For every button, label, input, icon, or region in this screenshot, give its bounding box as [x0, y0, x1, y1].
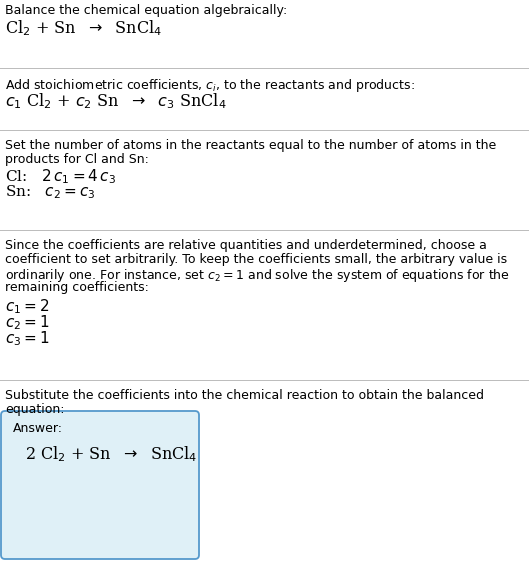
Text: $c_2 = 1$: $c_2 = 1$ [5, 313, 50, 332]
Text: $c_3 = 1$: $c_3 = 1$ [5, 329, 50, 348]
Text: $c_1$ Cl$_2$ + $c_2$ Sn  $\rightarrow$  $c_3$ SnCl$_4$: $c_1$ Cl$_2$ + $c_2$ Sn $\rightarrow$ $c… [5, 91, 226, 111]
Text: Sn:   $c_2 = c_3$: Sn: $c_2 = c_3$ [5, 183, 96, 201]
Text: Cl:   $2\,c_1 = 4\,c_3$: Cl: $2\,c_1 = 4\,c_3$ [5, 167, 116, 186]
Text: remaining coefficients:: remaining coefficients: [5, 281, 149, 294]
FancyBboxPatch shape [1, 411, 199, 559]
Text: Cl$_2$ + Sn  $\rightarrow$  SnCl$_4$: Cl$_2$ + Sn $\rightarrow$ SnCl$_4$ [5, 18, 162, 37]
Text: Answer:: Answer: [13, 422, 63, 435]
Text: 2 Cl$_2$ + Sn  $\rightarrow$  SnCl$_4$: 2 Cl$_2$ + Sn $\rightarrow$ SnCl$_4$ [25, 444, 197, 464]
Text: Substitute the coefficients into the chemical reaction to obtain the balanced: Substitute the coefficients into the che… [5, 389, 484, 402]
Text: coefficient to set arbitrarily. To keep the coefficients small, the arbitrary va: coefficient to set arbitrarily. To keep … [5, 253, 507, 266]
Text: equation:: equation: [5, 403, 65, 416]
Text: Add stoichiometric coefficients, $c_i$, to the reactants and products:: Add stoichiometric coefficients, $c_i$, … [5, 77, 415, 94]
Text: Since the coefficients are relative quantities and underdetermined, choose a: Since the coefficients are relative quan… [5, 239, 487, 252]
Text: $c_1 = 2$: $c_1 = 2$ [5, 297, 50, 316]
Text: products for Cl and Sn:: products for Cl and Sn: [5, 153, 149, 166]
Text: Set the number of atoms in the reactants equal to the number of atoms in the: Set the number of atoms in the reactants… [5, 139, 496, 152]
Text: Balance the chemical equation algebraically:: Balance the chemical equation algebraica… [5, 4, 287, 17]
Text: ordinarily one. For instance, set $c_2 = 1$ and solve the system of equations fo: ordinarily one. For instance, set $c_2 =… [5, 267, 510, 284]
